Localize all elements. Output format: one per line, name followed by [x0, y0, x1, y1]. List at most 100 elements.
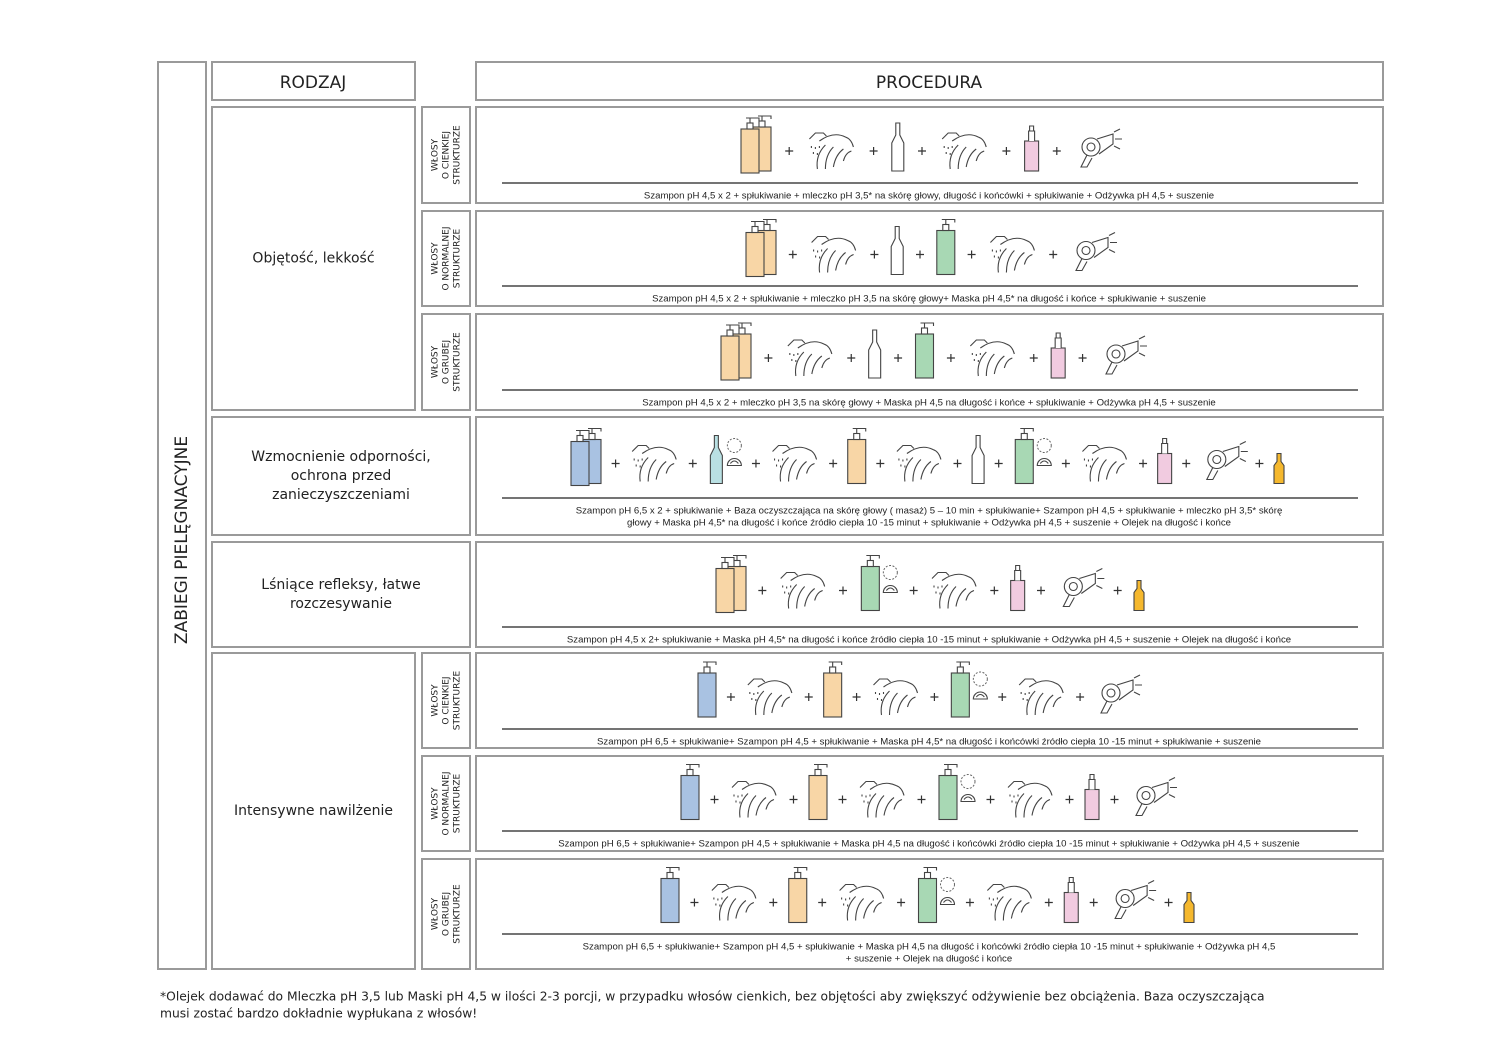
hair [977, 341, 1015, 377]
heat-cap [1036, 457, 1052, 467]
dropper-bottle [709, 434, 723, 485]
bottle [570, 440, 590, 487]
plus-sign [916, 250, 924, 259]
pump [941, 218, 956, 225]
hair [818, 237, 857, 273]
product-icon [1135, 777, 1177, 817]
hair [939, 573, 977, 609]
product-icon [1014, 427, 1052, 485]
plus-sign [751, 459, 760, 468]
dryer-body [1111, 349, 1121, 359]
product-icon [868, 329, 882, 379]
product-icon [971, 434, 985, 485]
pump [738, 322, 752, 328]
procedure-text: Szampon pH 6,5 + spłukiwanie+ Szampon pH… [583, 942, 1276, 953]
bottle-neck [751, 225, 759, 234]
plus-sign [764, 354, 773, 362]
pump [576, 429, 590, 436]
product-icon [1080, 128, 1122, 168]
bottle-neck [942, 223, 950, 232]
pump [751, 220, 765, 227]
product-icon [1082, 444, 1127, 482]
oil-vial [1273, 452, 1285, 485]
column-header: PROCEDURA [876, 73, 983, 93]
product-icon [1114, 880, 1157, 920]
dryer-body [1086, 142, 1096, 152]
bottle-neck [733, 559, 741, 568]
oil-vial [1133, 579, 1145, 612]
product-icon [917, 866, 956, 924]
hair-type: O GRUBEJ [442, 892, 452, 936]
plus-sign [1255, 459, 1264, 468]
plus-sign [789, 795, 798, 804]
column-header: RODZAJ [280, 73, 347, 93]
plus-sign [769, 898, 778, 907]
plus-sign [804, 693, 813, 701]
pump [703, 661, 717, 667]
dryer-body [1081, 137, 1101, 157]
product-icon [986, 883, 1032, 921]
plus-sign [1076, 693, 1085, 701]
hair-type: O NORMALNEJ [442, 226, 452, 290]
spray-bottle [1024, 140, 1040, 172]
bottle-neck [576, 434, 584, 443]
plus-sign [710, 795, 719, 804]
dryer-body [1115, 888, 1135, 909]
pump [588, 427, 602, 434]
product-icon [931, 571, 977, 609]
plus-sign [930, 693, 939, 701]
treatment-type: zanieczyszczeniami [272, 487, 410, 503]
pump [920, 322, 935, 328]
shower [731, 780, 750, 804]
shower [1018, 678, 1037, 701]
product-icon [660, 866, 680, 924]
bottle-neck [794, 871, 802, 880]
plus-sign [946, 354, 955, 362]
dryer-body [1141, 790, 1151, 801]
plus-sign [1061, 459, 1070, 468]
shower [941, 132, 960, 155]
cell [475, 755, 1384, 852]
bottle [808, 774, 828, 821]
cell [421, 652, 471, 749]
cell [211, 652, 416, 970]
cell [475, 416, 1384, 536]
procedure-text: + suszenie + Olejek na długość i końce [846, 954, 1012, 965]
product-icon [747, 678, 793, 716]
product-icon [914, 322, 935, 379]
hair-type: STRUKTURZE [453, 228, 463, 288]
pump [726, 324, 740, 330]
bottle [745, 231, 765, 278]
shower [809, 132, 827, 155]
product-icon [1183, 891, 1195, 924]
hair [867, 782, 905, 818]
product-icon [697, 661, 717, 718]
product-icon [1075, 232, 1117, 272]
spray-bottle [1063, 891, 1079, 924]
bottle [917, 877, 938, 924]
plus-sign [876, 459, 885, 468]
hair [949, 134, 987, 170]
hair [754, 680, 793, 716]
bottle-neck [920, 327, 929, 335]
dryer-body [1081, 245, 1091, 256]
product-icon [740, 115, 772, 174]
oil-vial [1183, 891, 1195, 924]
plus-sign [870, 250, 879, 259]
product-icon [570, 427, 602, 487]
product-icon [715, 554, 747, 614]
product-icon [890, 225, 904, 276]
bottle [788, 877, 808, 924]
shower [1007, 780, 1026, 804]
hair [846, 885, 885, 921]
dryer-nozzle [1075, 232, 1117, 272]
hair-type: WŁOSY [431, 684, 441, 717]
bottle-neck [746, 122, 754, 130]
hair [787, 573, 826, 609]
spray-bottle [1084, 788, 1100, 821]
pump [686, 763, 700, 770]
product-icon [936, 218, 956, 276]
plus-sign [953, 459, 962, 468]
product-icon [1024, 125, 1040, 172]
